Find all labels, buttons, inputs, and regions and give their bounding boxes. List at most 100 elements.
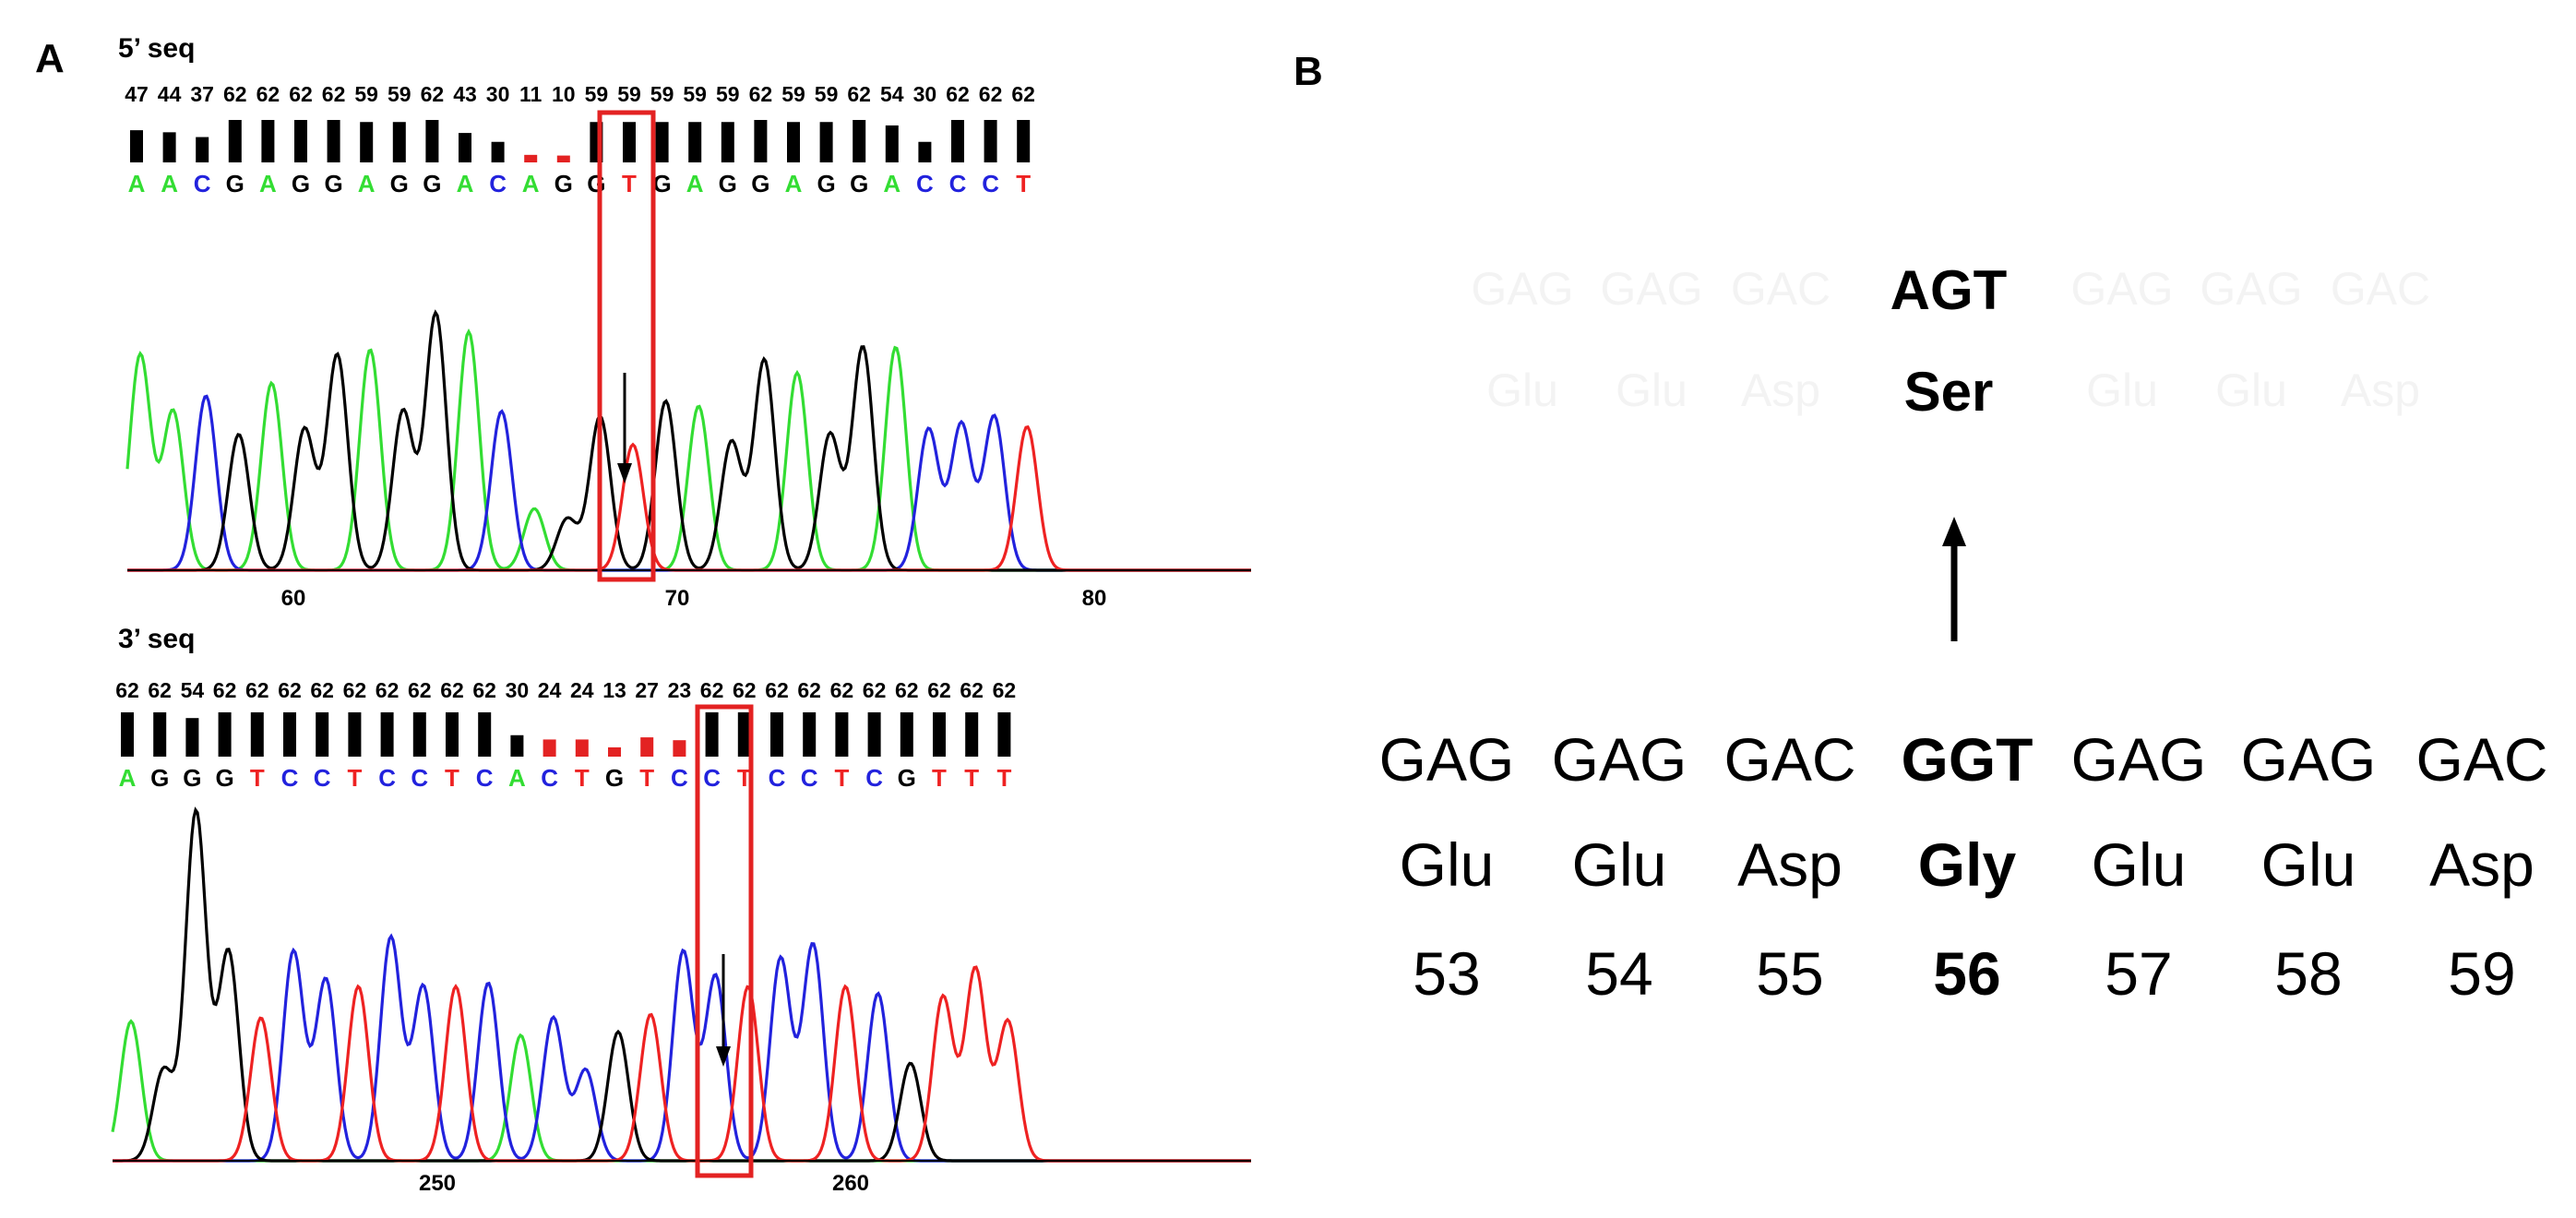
quality-score: 62 [863,678,887,702]
mutant-amino-acid: Ser [1904,361,1994,423]
quality-bar [640,737,654,757]
mutation-box-5prime [597,110,656,582]
base-call: G [587,170,605,197]
base-call: C [769,764,786,792]
quality-bar [392,122,406,162]
quality-score: 30 [913,82,937,106]
codon: GAG [2241,725,2377,794]
base-call: A [128,170,146,197]
amino-acid: Glu [2261,830,2356,899]
trace-channel-A [125,328,1251,572]
quality-bar [459,133,471,162]
base-call: G [652,170,671,197]
residue-number: 56 [1933,939,2000,1008]
quality-score: 59 [354,82,378,106]
codon: GAG [1552,725,1688,794]
residue-number-row: 53 54 55 56 57 58 59 [1413,939,2515,1008]
quality-score: 43 [453,82,477,106]
amino-acid: Asp [2429,830,2534,899]
base-call: G [183,764,201,792]
quality-bar [446,712,459,757]
quality-bar [360,122,374,162]
faint-amino-acid: Glu [2086,364,2158,416]
quality-score: 62 [946,82,970,106]
base-call: C [982,170,999,197]
base-call: G [719,170,737,197]
base-call: A [883,170,900,197]
trace-channel-T [113,965,1251,1163]
quality-score: 59 [388,82,411,106]
quality-score: 62 [830,678,854,702]
quality-bar [316,712,329,757]
quality-bar [688,122,702,162]
base-call: C [314,764,331,792]
quality-score: 59 [617,82,641,106]
up-arrow-icon [1942,517,1966,641]
base-call: C [194,170,211,197]
quality-bar [965,712,979,757]
faint-codon: GAG [2200,263,2302,315]
base-call: C [865,764,883,792]
quality-bar [196,137,209,162]
quality-bar [737,712,751,757]
base-call: G [555,170,573,197]
base-call: C [541,764,558,792]
quality-score: 59 [815,82,839,106]
quality-bar [655,122,669,162]
quality-score: 62 [322,82,346,106]
codon: GGT [1902,725,2033,794]
quality-bar [885,125,899,162]
quality-score: 59 [683,82,707,106]
base-call: A [686,170,704,197]
residue-number: 57 [2105,939,2172,1008]
quality-bar [121,712,134,757]
position-label: 250 [419,1171,456,1196]
base-call: C [378,764,396,792]
quality-bar [250,712,264,757]
base-call: C [489,170,507,197]
base-call: G [292,170,310,197]
quality-score: 62 [376,678,400,702]
base-call: G [390,170,409,197]
faint-codon: GAC [2331,263,2430,315]
trace-title-3prime: 3’ seq [118,624,195,654]
amino-acid: Glu [1400,830,1495,899]
quality-score: 24 [538,678,562,702]
faint-amino-acid: Asp [1741,364,1820,416]
trace-title-5prime: 5’ seq [118,33,195,64]
base-call: C [671,764,688,792]
quality-bar [543,739,556,757]
base-call: T [996,764,1011,792]
trace-channel-G [113,806,1251,1163]
quality-score: 62 [700,678,724,702]
faint-codon-row: GAG GAG GAC GAG GAG GAC [1471,263,2430,315]
quality-score: 59 [716,82,740,106]
quality-score: 62 [927,678,951,702]
quality-score: 62 [765,678,789,702]
quality-bar [867,712,881,757]
quality-bar [380,712,394,757]
quality-bars-3prime [121,712,1011,757]
base-call: T [932,764,947,792]
position-label: 260 [832,1171,869,1196]
quality-score: 27 [635,678,659,702]
quality-bar [984,120,997,162]
panel-a-label: A [35,36,65,81]
codon: GAG [1379,725,1515,794]
quality-bar [803,712,817,757]
base-call: T [1016,170,1031,197]
base-call: C [949,170,967,197]
quality-score: 62 [245,678,269,702]
trace-channel-G [127,309,1251,572]
position-label: 70 [665,586,690,611]
quality-score: 44 [158,82,182,106]
quality-score: 23 [668,678,692,702]
quality-bar [673,740,686,757]
residue-number: 54 [1585,939,1652,1008]
base-call: T [347,764,362,792]
quality-bar [185,718,199,757]
quality-bar [261,120,275,162]
quality-bar [900,712,913,757]
quality-score: 62 [733,678,757,702]
